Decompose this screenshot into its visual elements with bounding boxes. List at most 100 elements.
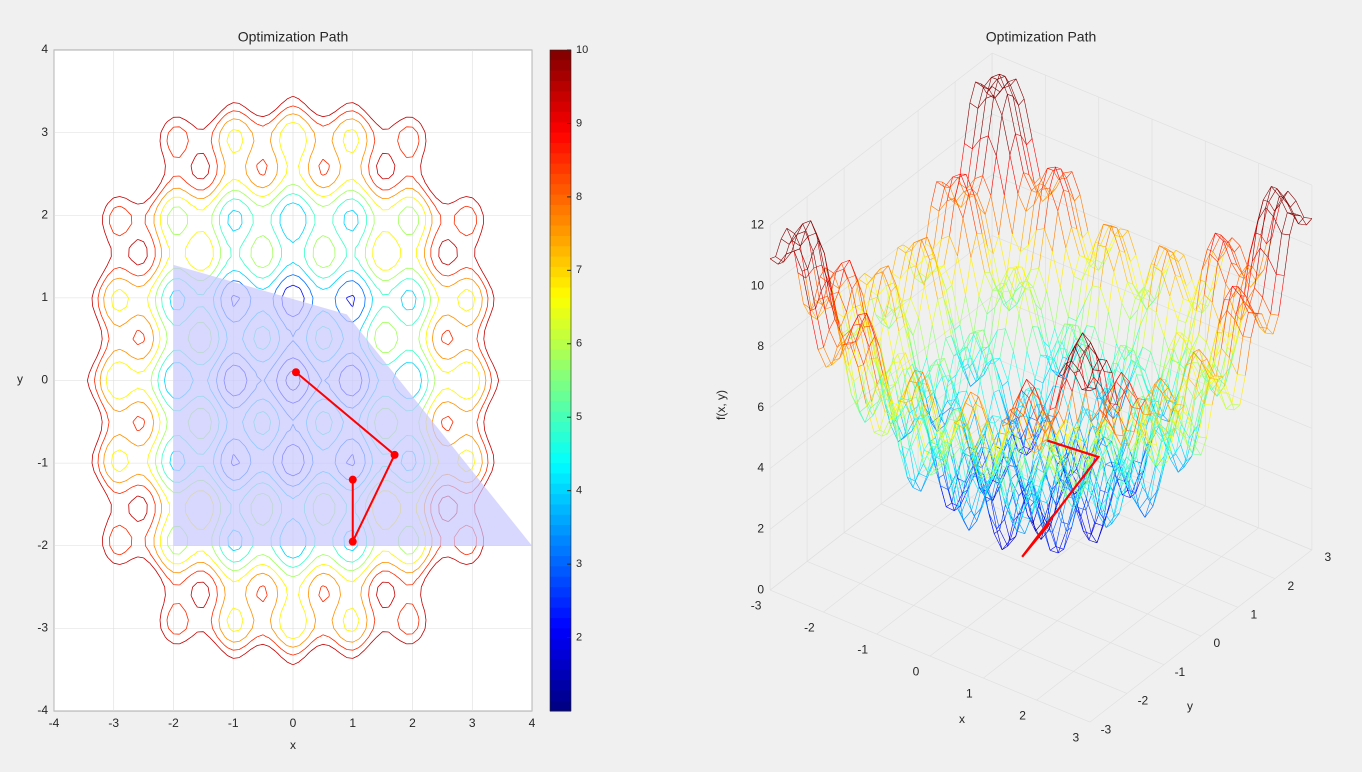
mesh-line	[1131, 325, 1141, 351]
mesh-line	[845, 363, 855, 382]
mesh-line	[797, 272, 806, 279]
mesh-line	[949, 235, 958, 257]
mesh-line	[967, 425, 976, 450]
mesh-line	[1103, 246, 1113, 265]
mesh-line	[1223, 240, 1232, 263]
mesh-line	[1141, 441, 1151, 474]
mesh-line	[1100, 438, 1107, 464]
mesh-line	[1213, 347, 1222, 362]
mesh-line	[1012, 389, 1022, 407]
mesh-line	[1110, 403, 1119, 414]
mesh-line	[1211, 379, 1218, 406]
mesh-line	[1059, 427, 1069, 436]
mesh-line	[888, 265, 897, 286]
mesh-line	[903, 398, 912, 401]
grid-line	[769, 113, 993, 287]
mesh-line	[864, 273, 871, 291]
mesh-line	[838, 291, 847, 313]
mesh-line	[1185, 362, 1192, 366]
mesh-line	[1092, 493, 1101, 507]
mesh-line	[1028, 387, 1035, 399]
mesh-line	[1041, 187, 1050, 190]
mesh-line	[1055, 166, 1062, 170]
mesh-line	[1035, 304, 1044, 342]
mesh-line	[1144, 506, 1154, 518]
mesh-line	[957, 255, 966, 296]
mesh-line	[857, 364, 864, 368]
mesh-line	[1107, 465, 1116, 483]
mesh-line	[1136, 456, 1143, 474]
mesh-line	[1042, 194, 1051, 202]
mesh-line	[824, 294, 831, 310]
mesh-line	[1233, 285, 1242, 298]
colorbar-segment	[550, 597, 571, 609]
mesh-line	[1176, 410, 1183, 428]
mesh-line	[942, 441, 951, 444]
mesh-line	[1142, 413, 1152, 416]
mesh-line	[799, 248, 808, 270]
mesh-line	[923, 259, 930, 286]
mesh-line	[1173, 364, 1180, 403]
mesh-line	[904, 325, 913, 365]
mesh-line	[1066, 325, 1073, 350]
mesh-line	[897, 400, 907, 403]
mesh-line	[801, 268, 808, 272]
colorbar-segment	[550, 266, 571, 278]
mesh-line	[899, 268, 909, 279]
mesh-line	[1134, 397, 1141, 427]
mesh-line	[816, 304, 823, 320]
mesh-line	[1040, 464, 1050, 482]
mesh-surface	[769, 73, 1313, 554]
mesh-line	[1092, 245, 1099, 286]
mesh-line	[1078, 408, 1088, 427]
mesh-line	[964, 143, 973, 150]
mesh-line	[959, 295, 966, 326]
mesh-line	[831, 358, 840, 366]
mesh-line	[1262, 257, 1269, 298]
mesh-line	[1071, 343, 1078, 362]
colorbar-segment	[550, 545, 571, 557]
x-tick-label: 1	[349, 716, 356, 730]
mesh-line	[871, 321, 881, 343]
mesh-line	[1162, 387, 1169, 394]
mesh-line	[1037, 403, 1046, 422]
mesh-line	[1106, 417, 1116, 435]
mesh-line	[1126, 350, 1133, 391]
mesh-line	[953, 348, 962, 357]
mesh-line	[1159, 394, 1166, 425]
mesh-line	[1046, 444, 1053, 468]
mesh-line	[847, 304, 854, 330]
mesh-line	[985, 352, 992, 356]
mesh-line	[1124, 350, 1133, 361]
mesh-line	[1036, 192, 1043, 202]
mesh-line	[902, 369, 909, 399]
mesh-line	[1011, 282, 1020, 299]
mesh-line	[1197, 394, 1206, 427]
mesh-line	[1175, 249, 1185, 256]
mesh-line	[1181, 421, 1188, 446]
mesh-line	[988, 445, 995, 457]
mesh-line	[817, 349, 827, 368]
contour-line	[99, 113, 487, 648]
x-tick-label: -4	[49, 716, 60, 730]
mesh-line	[1259, 207, 1266, 249]
mesh-line	[905, 402, 915, 428]
mesh-line	[1123, 381, 1130, 392]
chart-title: Optimization Path	[986, 29, 1097, 45]
mesh-line	[971, 485, 980, 511]
mesh-line	[886, 391, 893, 422]
mesh-line	[1049, 546, 1056, 551]
mesh-line	[941, 412, 950, 450]
mesh-line	[841, 259, 850, 264]
path-point	[348, 475, 357, 484]
mesh-line	[1254, 247, 1261, 288]
mesh-line	[991, 73, 1000, 78]
mesh-line	[1026, 461, 1036, 487]
mesh-line	[1005, 489, 1014, 493]
mesh-line	[1131, 309, 1139, 351]
mesh-line	[1226, 403, 1232, 410]
mesh-line	[904, 444, 911, 460]
mesh-line	[966, 148, 973, 189]
mesh-line	[1032, 326, 1041, 356]
grid-line	[769, 296, 993, 469]
